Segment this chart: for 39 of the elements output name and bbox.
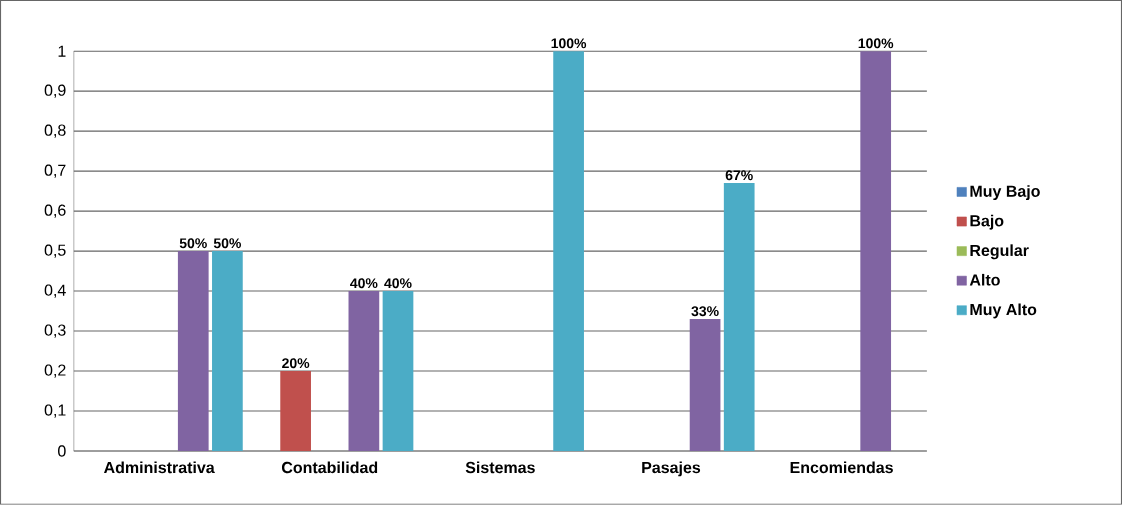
data-label: 50% (179, 238, 207, 249)
y-tick-label: 0 (58, 445, 66, 457)
bar (212, 251, 243, 452)
data-label: 33% (691, 306, 719, 317)
bar (348, 291, 380, 452)
data-label: 40% (350, 278, 378, 289)
data-label: 40% (384, 278, 412, 289)
y-tick-label: 0,3 (44, 324, 66, 338)
y-tick-label: 0,8 (44, 124, 66, 138)
legend-label: Alto (969, 273, 1000, 286)
bar (553, 51, 584, 452)
legend-label: Muy Alto (970, 303, 1037, 319)
y-tick-label: 0,7 (44, 164, 66, 178)
y-tick-label: 1 (58, 45, 66, 57)
bar (689, 319, 721, 452)
x-tick-label: Sistemas (465, 461, 535, 474)
data-label: 67% (725, 170, 753, 181)
legend-label: Bajo (970, 214, 1004, 230)
bar (382, 291, 414, 452)
bar (177, 251, 209, 452)
data-label: 50% (213, 238, 242, 249)
data-label: 100% (858, 38, 894, 49)
data-label: 100% (551, 38, 587, 49)
bar (723, 183, 755, 452)
y-tick-label: 0,1 (44, 404, 66, 418)
legend-label: Muy Bajo (970, 185, 1040, 201)
x-tick-label: Pasajes (642, 461, 701, 477)
bar (860, 51, 892, 452)
x-tick-label: Contabilidad (281, 461, 378, 474)
y-tick-label: 0,9 (44, 84, 66, 98)
y-tick-label: 0,6 (44, 204, 66, 218)
y-tick-label: 0,5 (44, 244, 66, 258)
data-label: 20% (282, 358, 310, 369)
x-tick-label: Administrativa (103, 461, 215, 474)
bar (280, 371, 311, 452)
y-tick-label: 0,4 (44, 284, 66, 298)
legend-label: Regular (970, 244, 1029, 260)
x-tick-label: Encomiendas (790, 461, 893, 474)
y-tick-label: 0,2 (44, 364, 66, 378)
